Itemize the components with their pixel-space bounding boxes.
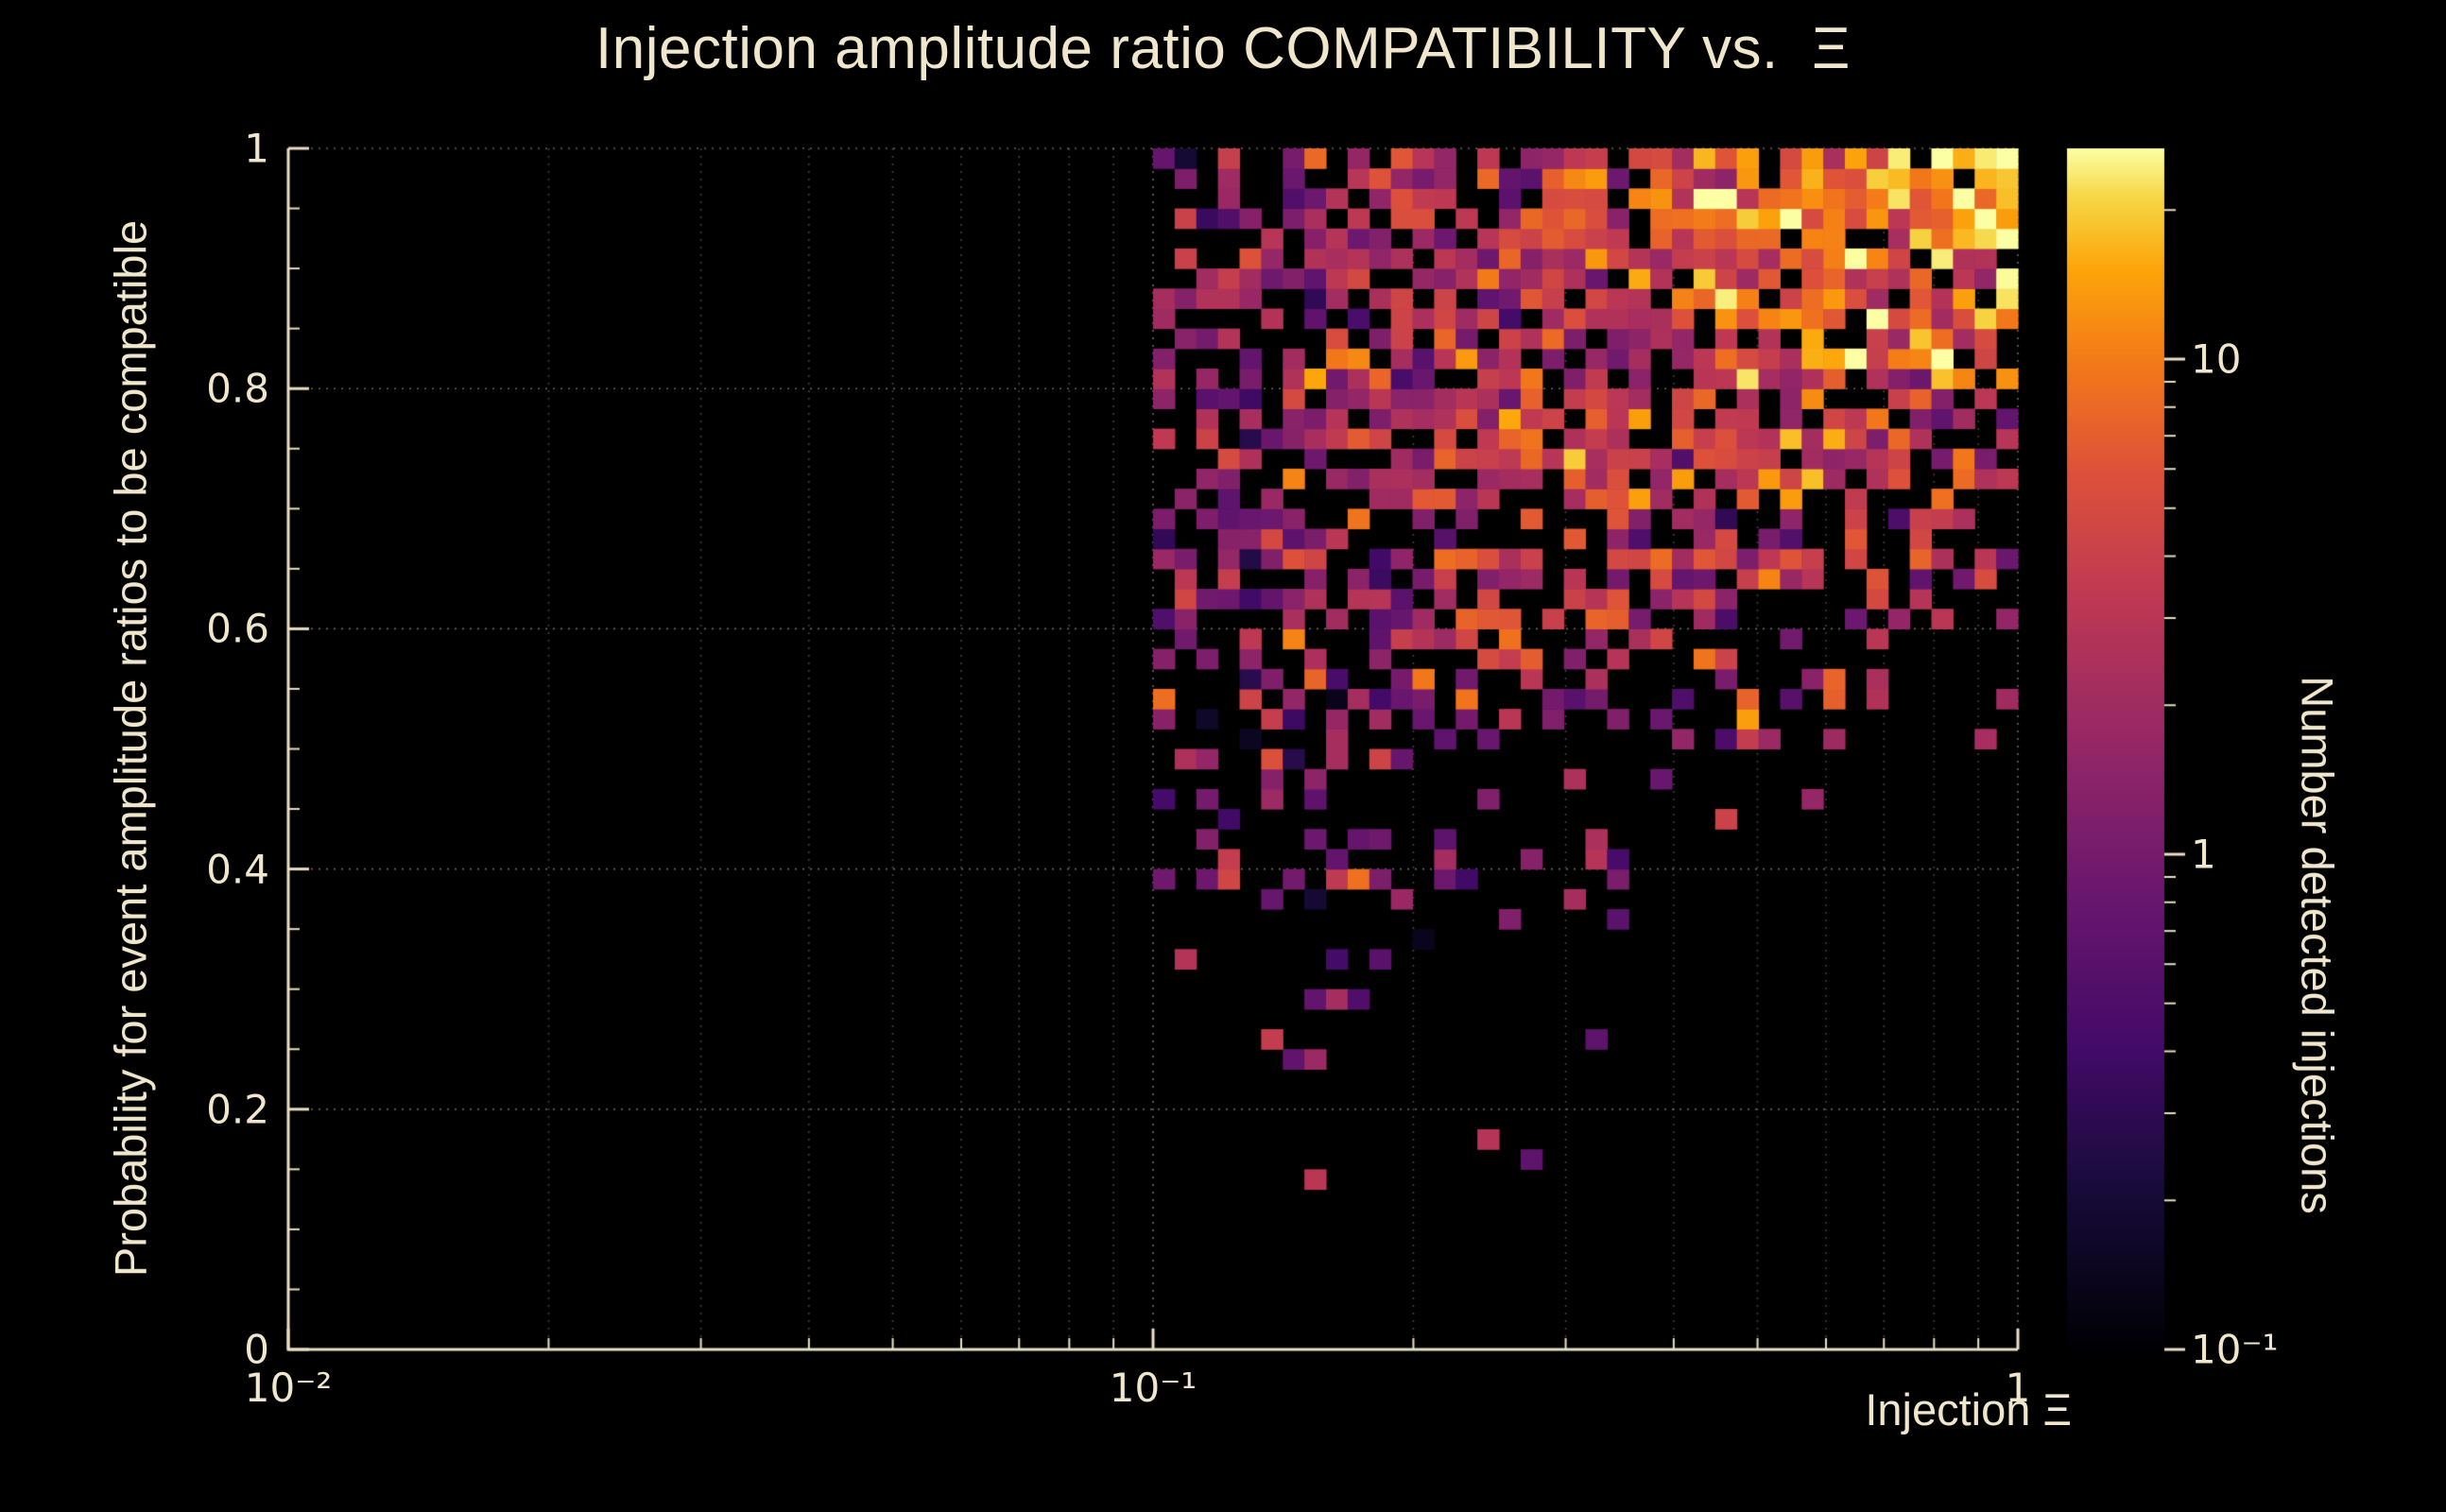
x-tick-label: 1 xyxy=(2005,1365,2031,1411)
x-tick-label: 10⁻² xyxy=(244,1365,333,1411)
chart-title: Injection amplitude ratio COMPATIBILITY … xyxy=(595,16,1851,81)
colorbar-tick-label: 10 xyxy=(2191,335,2242,383)
colorbar-title: Number detected injections xyxy=(2292,676,2343,1214)
y-tick-label: 0.6 xyxy=(206,605,269,652)
y-tick-label: 1 xyxy=(244,125,269,172)
x-axis-title: Injection Ξ xyxy=(1865,1384,2072,1435)
x-tick-label: 10⁻¹ xyxy=(1109,1365,1197,1411)
y-tick-label: 0.4 xyxy=(206,846,269,893)
y-tick-label: 0 xyxy=(244,1326,269,1373)
y-axis-title: Probability for event amplitude ratios t… xyxy=(105,219,156,1278)
colorbar-tick-label: 10⁻¹ xyxy=(2191,1326,2279,1373)
y-tick-label: 0.8 xyxy=(206,365,269,412)
y-tick-label: 0.2 xyxy=(206,1086,269,1133)
colorbar-tick-label: 1 xyxy=(2191,831,2216,878)
